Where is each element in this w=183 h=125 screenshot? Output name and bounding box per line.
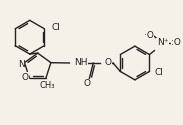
Text: N⁺: N⁺ xyxy=(157,38,168,47)
Text: :O: :O xyxy=(171,38,181,47)
Text: CH₃: CH₃ xyxy=(39,81,55,90)
Text: O: O xyxy=(84,79,91,88)
Text: NH: NH xyxy=(74,58,88,66)
Text: Cl: Cl xyxy=(154,68,163,77)
Text: ·O: ·O xyxy=(144,31,154,40)
Text: N: N xyxy=(18,60,25,69)
Text: Cl: Cl xyxy=(51,23,60,32)
Text: O: O xyxy=(21,73,28,82)
Text: O: O xyxy=(104,58,111,66)
